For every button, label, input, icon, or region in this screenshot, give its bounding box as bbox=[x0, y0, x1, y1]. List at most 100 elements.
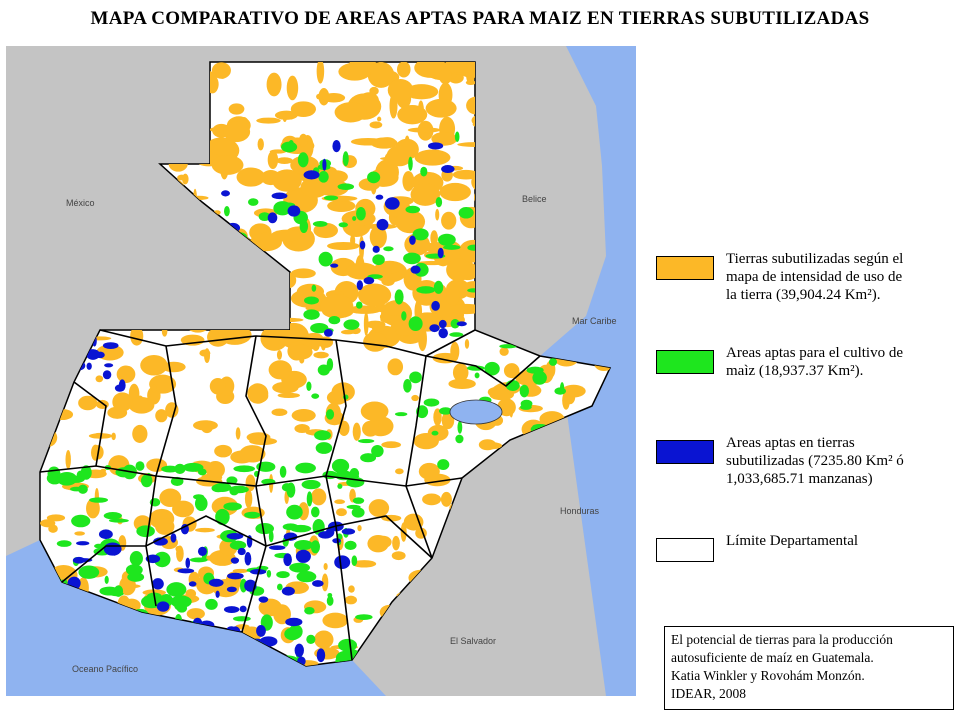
patch bbox=[104, 575, 109, 584]
patch bbox=[258, 212, 271, 221]
patch bbox=[407, 127, 441, 133]
patch bbox=[344, 540, 357, 551]
patch bbox=[437, 247, 444, 259]
patch bbox=[303, 309, 320, 320]
patch bbox=[431, 131, 458, 146]
map-label: El Salvador bbox=[450, 636, 496, 646]
patch bbox=[369, 225, 387, 249]
patch bbox=[363, 311, 369, 336]
patch bbox=[256, 117, 281, 124]
patch bbox=[324, 170, 348, 184]
border bbox=[73, 381, 107, 467]
patch bbox=[211, 484, 226, 493]
patch bbox=[560, 382, 565, 395]
patch bbox=[484, 361, 500, 376]
patch bbox=[343, 319, 360, 330]
patch bbox=[311, 284, 317, 292]
patch bbox=[411, 394, 419, 402]
patch bbox=[355, 301, 363, 309]
legend-text: Areas aptas en tierras subutilizadas (723… bbox=[726, 434, 960, 488]
patch bbox=[268, 545, 286, 551]
patch bbox=[350, 137, 386, 146]
patch bbox=[182, 173, 189, 185]
patch bbox=[74, 531, 85, 536]
text-line: Areas aptas para el cultivo de bbox=[726, 345, 904, 361]
patch bbox=[383, 246, 394, 252]
patch bbox=[297, 152, 309, 168]
patch bbox=[431, 300, 440, 311]
patch bbox=[352, 216, 357, 221]
patch bbox=[352, 422, 361, 441]
patch bbox=[369, 86, 379, 96]
patch bbox=[177, 568, 195, 574]
patch bbox=[363, 331, 388, 352]
patch bbox=[306, 381, 312, 392]
patch bbox=[448, 378, 476, 390]
patch bbox=[321, 573, 329, 592]
patch bbox=[276, 157, 293, 165]
patch bbox=[381, 441, 402, 449]
patch bbox=[374, 535, 392, 549]
patch bbox=[197, 546, 207, 556]
map-label: Honduras bbox=[560, 506, 600, 516]
patch bbox=[425, 98, 457, 118]
patch bbox=[499, 347, 509, 356]
text-line: Límite Departamental bbox=[726, 533, 859, 549]
patch bbox=[78, 395, 98, 411]
patch bbox=[247, 198, 259, 206]
patch bbox=[128, 396, 155, 414]
patch bbox=[239, 605, 247, 613]
patch bbox=[409, 371, 422, 384]
patch bbox=[464, 338, 470, 349]
patch bbox=[376, 218, 389, 231]
patch bbox=[315, 442, 333, 454]
patch bbox=[401, 311, 407, 321]
patch bbox=[205, 598, 218, 610]
patch bbox=[306, 491, 313, 507]
patch bbox=[431, 430, 439, 436]
patch bbox=[258, 596, 269, 603]
patch bbox=[215, 590, 220, 598]
patch bbox=[116, 365, 136, 384]
text-line: Areas aptas en tierras bbox=[726, 435, 855, 451]
patch bbox=[98, 529, 113, 540]
patch bbox=[450, 319, 460, 329]
patch bbox=[311, 335, 321, 351]
border bbox=[405, 355, 433, 559]
legend-text: Areas aptas para el cultivo de maìz (18,9… bbox=[726, 344, 960, 380]
border bbox=[425, 355, 541, 388]
legend-swatch bbox=[656, 440, 714, 464]
patch bbox=[276, 583, 283, 591]
patch bbox=[86, 349, 100, 360]
patch bbox=[266, 72, 282, 97]
patch bbox=[408, 156, 413, 171]
patch bbox=[362, 420, 379, 437]
patch bbox=[291, 268, 316, 279]
patch bbox=[153, 551, 171, 568]
patch bbox=[235, 427, 241, 440]
patch bbox=[503, 363, 520, 379]
patch bbox=[159, 488, 182, 508]
patch bbox=[232, 616, 251, 622]
patch bbox=[443, 214, 453, 228]
patch bbox=[195, 527, 215, 533]
patch bbox=[357, 560, 366, 568]
patch bbox=[322, 612, 349, 629]
patch bbox=[327, 199, 356, 212]
patch bbox=[357, 438, 375, 444]
patch bbox=[255, 522, 274, 535]
patch bbox=[409, 235, 416, 245]
patch bbox=[272, 169, 302, 192]
legend-swatch bbox=[656, 538, 714, 562]
patch bbox=[223, 121, 251, 143]
patch bbox=[273, 604, 291, 625]
patch bbox=[78, 565, 100, 579]
text-line: Katia Winkler y Rovohám Monzón. bbox=[671, 668, 865, 683]
patch bbox=[403, 513, 424, 531]
patch bbox=[445, 285, 461, 306]
patch bbox=[331, 458, 350, 474]
patch bbox=[304, 606, 315, 615]
patch bbox=[375, 159, 399, 186]
patch bbox=[303, 170, 320, 180]
